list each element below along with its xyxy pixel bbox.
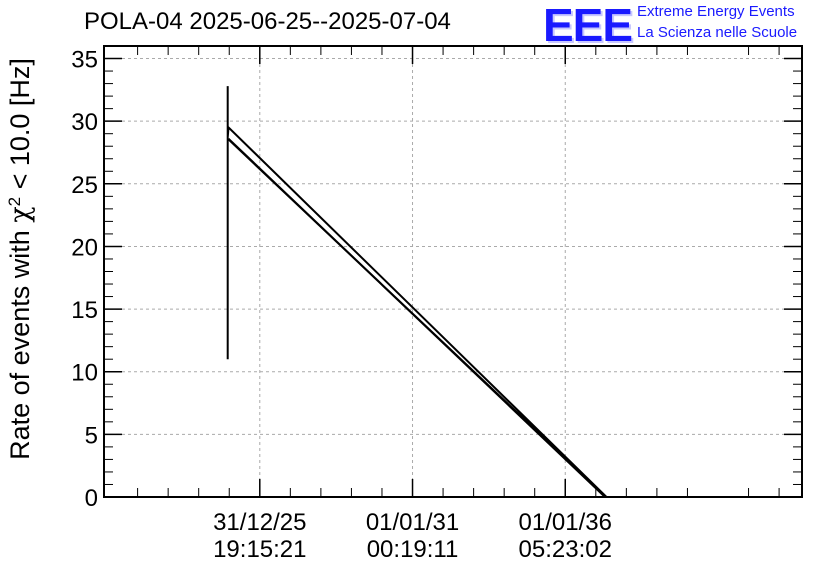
plot-frame [103,45,803,498]
axis-ticks [104,45,802,498]
x-tick-label-time: 19:15:21 [213,536,306,563]
y-axis-label-suffix: < 10.0 [Hz] [5,58,35,197]
y-tick-label: 20 [71,234,98,261]
x-tick-label-date: 31/12/25 [213,509,306,536]
y-axis-label-prefix: Rate of events with [5,223,35,460]
y-tick-label: 0 [85,485,98,512]
y-tick-label: 15 [71,297,98,324]
x-tick-label-time: 00:19:11 [367,536,459,563]
grid-lines [104,46,802,497]
x-tick-label-time: 05:23:02 [519,536,612,563]
y-tick-label: 5 [85,422,98,449]
x-tick-label-date: 01/01/36 [519,509,612,536]
y-tick-label: 30 [71,109,98,136]
y-tick-label: 10 [71,360,98,387]
x-tick-label-date: 01/01/31 [366,509,459,536]
series-line-2 [227,137,606,498]
eee-logo: EEE [543,0,633,51]
y-tick-label: 35 [71,47,98,74]
series-lines [226,86,608,498]
y-axis-label-sup: 2 [5,197,24,206]
y-tick-label: 25 [71,172,98,199]
y-axis-label: Rate of events with χ2 < 10.0 [Hz] [5,58,37,460]
chart-title: POLA-04 2025-06-25--2025-07-04 [84,8,451,35]
series-line-1 [226,86,608,498]
logo-text-line2: La Scienza nelle Scuole [637,24,798,41]
y-axis-label-chi: χ [5,206,36,222]
logo-text-line1: Extreme Energy Events [637,3,795,20]
